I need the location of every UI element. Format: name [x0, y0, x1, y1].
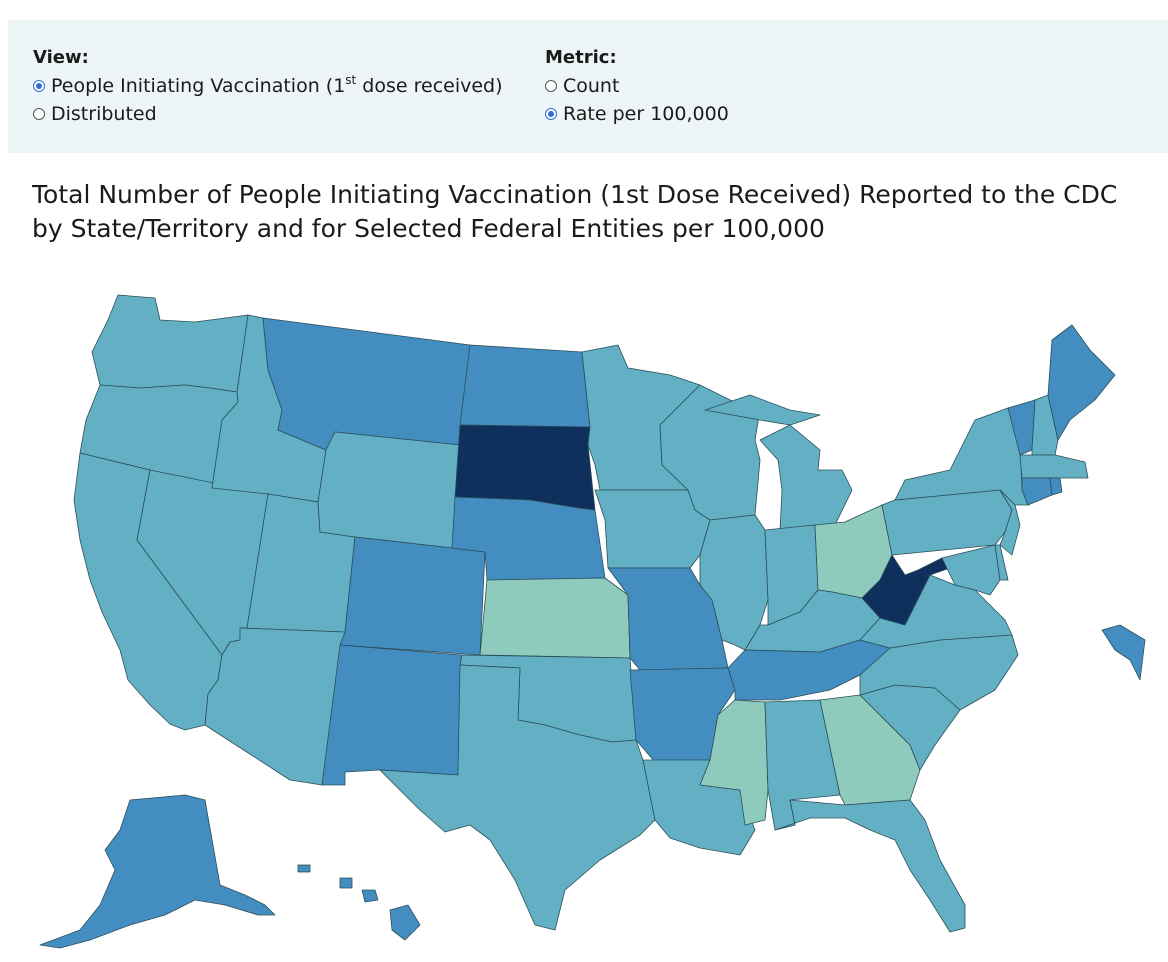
state-KS[interactable]: [479, 577, 631, 659]
view-option-distributed[interactable]: Distributed: [33, 100, 503, 128]
radio-count[interactable]: [545, 80, 557, 92]
state-AZ[interactable]: [204, 627, 346, 786]
state-WY[interactable]: [317, 431, 461, 549]
state-NM[interactable]: [321, 644, 463, 786]
state-SD[interactable]: [454, 424, 596, 511]
state-CT[interactable]: [1021, 477, 1053, 506]
state-FL[interactable]: [774, 799, 966, 933]
state-IL[interactable]: [699, 514, 769, 651]
state-WA[interactable]: [91, 294, 249, 393]
state-NY[interactable]: [894, 407, 1029, 506]
state-ME[interactable]: [1047, 324, 1116, 441]
state-MT[interactable]: [262, 317, 471, 451]
metric-label: Metric:: [545, 47, 617, 68]
map-title: Total Number of People Initiating Vaccin…: [32, 180, 1118, 243]
state-AK[interactable]: [39, 794, 276, 949]
filter-panel: View: People Initiating Vaccination (1st…: [8, 20, 1168, 153]
state-DE[interactable]: [994, 544, 1009, 581]
view-option-people-initiating-label: People Initiating Vaccination (1st dose …: [51, 72, 503, 97]
state-ND[interactable]: [459, 344, 591, 428]
state-CO[interactable]: [339, 536, 486, 656]
metric-option-count[interactable]: Count: [545, 72, 729, 100]
state-MS[interactable]: [699, 699, 769, 826]
territory-PR[interactable]: [1101, 624, 1146, 681]
radio-people-initiating[interactable]: [33, 80, 45, 92]
radio-rate[interactable]: [545, 108, 557, 120]
radio-distributed[interactable]: [33, 108, 45, 120]
state-HI[interactable]: [297, 864, 421, 941]
metric-option-count-label: Count: [563, 75, 620, 97]
view-option-people-initiating[interactable]: People Initiating Vaccination (1st dose …: [33, 72, 503, 100]
view-label: View:: [33, 47, 89, 68]
state-MO[interactable]: [607, 567, 729, 671]
view-group: View: People Initiating Vaccination (1st…: [33, 46, 503, 128]
metric-group: Metric: Count Rate per 100,000: [545, 46, 729, 128]
metric-option-rate-label: Rate per 100,000: [563, 103, 729, 125]
state-TX[interactable]: [379, 664, 656, 931]
state-NJ[interactable]: [999, 489, 1021, 556]
state-MA[interactable]: [1019, 454, 1089, 479]
view-option-distributed-label: Distributed: [51, 103, 157, 125]
state-MI[interactable]: [704, 394, 853, 531]
us-choropleth-map: [39, 294, 1146, 949]
state-RI[interactable]: [1049, 477, 1063, 496]
metric-option-rate[interactable]: Rate per 100,000: [545, 100, 729, 128]
state-WI[interactable]: [659, 384, 761, 521]
